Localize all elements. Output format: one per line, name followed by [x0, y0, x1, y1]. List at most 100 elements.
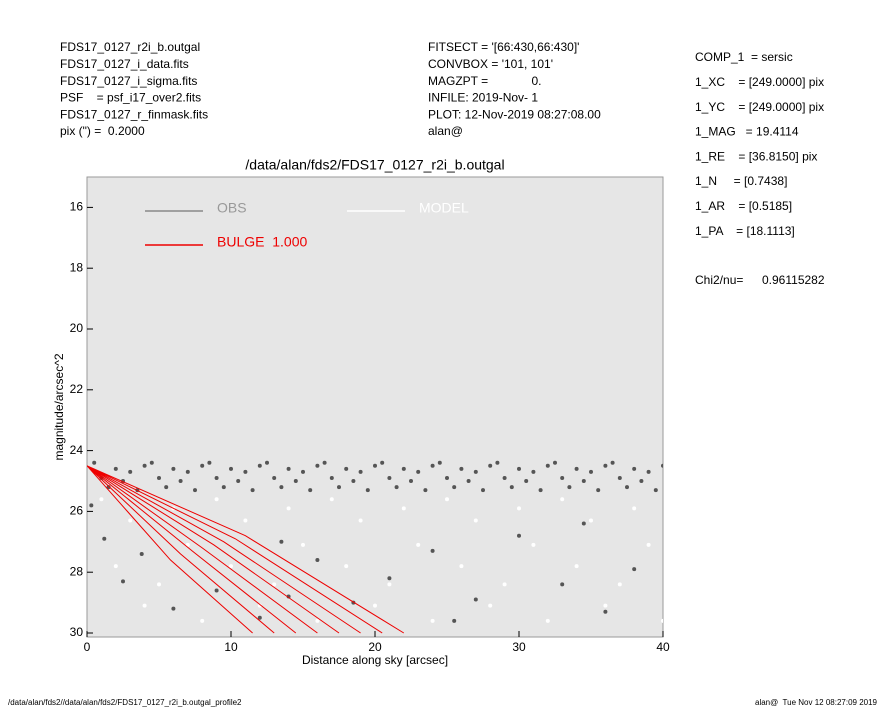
data-point [581, 521, 586, 526]
data-point [488, 463, 493, 468]
data-point [279, 539, 284, 544]
header-left-line: FDS17_0127_i_data.fits [60, 57, 189, 71]
data-point [509, 485, 514, 490]
data-point [581, 479, 586, 483]
data-point [610, 460, 615, 465]
data-point [171, 606, 176, 611]
data-point [185, 469, 190, 474]
plot-marks [87, 460, 663, 634]
data-point [286, 594, 291, 599]
data-point [545, 618, 550, 623]
data-point [603, 463, 608, 468]
header-left-line: FDS17_0127_r_finmask.fits [60, 107, 208, 121]
data-point [387, 582, 392, 587]
data-point [524, 479, 529, 483]
data-point [394, 485, 399, 490]
data-point [617, 475, 622, 480]
data-point [265, 460, 269, 465]
data-point [149, 460, 154, 465]
y-tick-label: 16 [70, 200, 84, 214]
data-point [315, 618, 320, 623]
data-point [639, 479, 644, 483]
data-point [229, 466, 233, 471]
data-point [243, 469, 248, 474]
data-point [236, 479, 241, 483]
data-point [430, 463, 435, 468]
data-point [139, 551, 144, 556]
data-point [445, 475, 449, 480]
y-tick-label: 20 [70, 321, 84, 335]
data-point [279, 485, 284, 490]
legend-label: MODEL [419, 200, 469, 216]
data-point [193, 488, 197, 493]
data-point [128, 469, 133, 474]
data-point [603, 603, 608, 608]
data-point [531, 542, 536, 547]
data-point [473, 469, 478, 474]
data-point [661, 618, 663, 623]
plot-area [86, 176, 664, 638]
data-point [653, 488, 658, 493]
bulge-profile [87, 465, 405, 634]
data-point [250, 488, 255, 493]
header-left-line: FDS17_0127_r2i_b.outgal [60, 40, 200, 54]
x-tick-label: 40 [656, 640, 670, 654]
data-point [387, 576, 392, 581]
data-point [185, 542, 190, 547]
data-point [272, 582, 277, 587]
data-point [632, 466, 637, 471]
footer-right: alan@ Tue Nov 12 08:27:09 2019 [755, 698, 878, 707]
data-point [387, 475, 392, 480]
data-point [214, 497, 219, 502]
data-point [567, 485, 572, 490]
header-left-line: pix (") = 0.2000 [60, 124, 145, 138]
data-point [200, 463, 205, 468]
data-point [466, 479, 471, 483]
data-point [113, 564, 118, 569]
data-point [473, 597, 478, 602]
data-point [401, 466, 406, 471]
header-right-line: COMP_1 = sersic [695, 50, 793, 64]
data-point [430, 548, 435, 553]
data-point [164, 485, 169, 490]
data-point [272, 475, 277, 480]
data-point [531, 469, 536, 474]
y-tick-label: 22 [70, 382, 84, 396]
data-point [257, 463, 262, 468]
header-right-line: 1_RE = [36.8150] pix [695, 149, 817, 163]
data-point [617, 582, 622, 587]
data-point [560, 475, 565, 480]
data-point [416, 542, 421, 547]
data-point [344, 564, 349, 569]
chi2-label: Chi2/nu= [695, 273, 743, 287]
header-right-line: 1_YC = [249.0000] pix [695, 100, 824, 114]
header-middle-line: alan@ [428, 124, 463, 138]
data-point [553, 460, 557, 465]
header-middle-line: INFILE: 2019-Nov- 1 [428, 91, 538, 105]
data-point [545, 463, 550, 468]
data-point [178, 479, 183, 483]
data-point [293, 479, 298, 483]
data-point [452, 485, 457, 490]
data-point [358, 518, 363, 523]
header-right-line: 1_XC = [249.0000] pix [695, 75, 824, 89]
x-tick-label: 30 [512, 640, 526, 654]
data-point [351, 479, 356, 483]
data-point [430, 618, 435, 623]
data-point [214, 475, 219, 480]
data-point [286, 506, 291, 511]
header-right-line: 1_PA = [18.1113] [695, 224, 795, 238]
data-point [538, 488, 543, 493]
data-point [301, 542, 305, 547]
data-point [157, 582, 161, 587]
chi2-value: 0.96115282 [762, 273, 825, 287]
y-tick-label: 24 [70, 443, 84, 457]
data-point [315, 558, 320, 563]
header-left-line: PSF = psf_i17_over2.fits [60, 91, 201, 105]
data-point [646, 469, 651, 474]
data-point [625, 485, 629, 490]
data-point [121, 579, 125, 584]
data-point [632, 567, 637, 572]
y-tick-label: 26 [70, 504, 84, 518]
data-point [661, 463, 663, 468]
